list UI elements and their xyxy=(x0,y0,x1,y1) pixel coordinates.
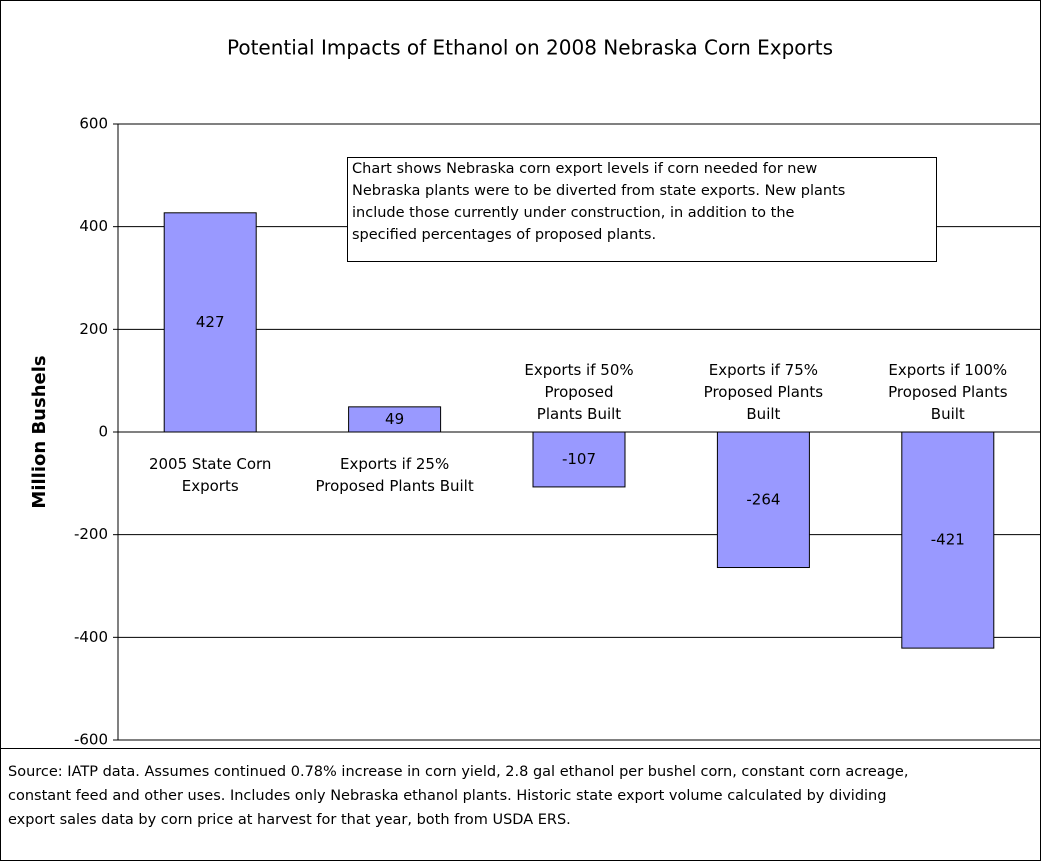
y-tick-label: 200 xyxy=(79,320,108,338)
y-tick-label: 600 xyxy=(79,115,108,133)
value-label: -107 xyxy=(562,450,596,468)
value-label: 49 xyxy=(385,410,404,428)
x-tick-label: Exports if 75% Proposed Plants Built xyxy=(704,361,824,423)
y-tick-label: -200 xyxy=(74,525,108,543)
value-label: 427 xyxy=(196,313,225,331)
y-tick-label: 400 xyxy=(79,217,108,235)
bar xyxy=(901,431,995,649)
bar xyxy=(163,212,257,433)
y-tick-label: 0 xyxy=(98,423,108,441)
x-tick-label: Exports if 25% Proposed Plants Built xyxy=(315,455,473,495)
y-axis-label: Million Bushels xyxy=(29,355,50,508)
x-tick-label: Exports if 50% Proposed Plants Built xyxy=(524,361,633,423)
bar xyxy=(716,431,810,569)
y-tick-label: -600 xyxy=(74,731,108,749)
x-tick-label: Exports if 100% Proposed Plants Built xyxy=(888,361,1008,423)
y-tick-label: -400 xyxy=(74,628,108,646)
chart-title: Potential Impacts of Ethanol on 2008 Neb… xyxy=(227,36,833,60)
annotation: Chart shows Nebraska corn export levels … xyxy=(347,157,937,262)
bar xyxy=(348,406,442,433)
value-label: -264 xyxy=(746,490,780,508)
source-note: Source: IATP data. Assumes continued 0.7… xyxy=(8,764,909,828)
value-label: -421 xyxy=(931,531,965,549)
bar xyxy=(532,431,626,488)
x-tick-label: 2005 State Corn Exports xyxy=(149,455,271,495)
